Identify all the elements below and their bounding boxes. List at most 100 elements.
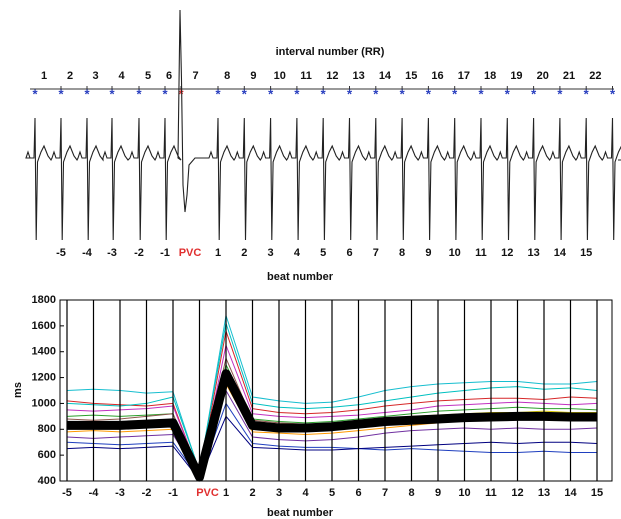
rr-marker: * — [215, 86, 221, 101]
beat-label: -2 — [134, 247, 144, 259]
beat-label: 4 — [294, 247, 301, 259]
x-tick-label: 14 — [564, 487, 577, 499]
y-tick-label: 400 — [38, 475, 56, 487]
x-tick-label: PVC — [196, 487, 219, 499]
interval-label: 14 — [379, 70, 392, 82]
x-tick-label: 9 — [435, 487, 441, 499]
x-tick-label: 7 — [382, 487, 388, 499]
rr-marker: * — [478, 86, 484, 101]
x-tick-label: 6 — [355, 487, 361, 499]
beat-label: 6 — [346, 247, 352, 259]
interval-label: 13 — [353, 70, 365, 82]
x-tick-label: 4 — [302, 487, 309, 499]
rr-marker: * — [426, 86, 432, 101]
x-tick-label: 15 — [591, 487, 603, 499]
x-tick-label: -1 — [168, 487, 178, 499]
interval-label: 12 — [326, 70, 338, 82]
rr-marker: * — [84, 86, 90, 101]
beat-label: 7 — [373, 247, 379, 259]
rr-marker: * — [531, 86, 537, 101]
x-tick-label: -4 — [89, 487, 100, 499]
beat-label: 15 — [580, 247, 592, 259]
y-tick-label: 800 — [38, 423, 56, 435]
beat-label: 9 — [425, 247, 431, 259]
top-axis-title: interval number (RR) — [276, 46, 385, 58]
interval-label: 22 — [589, 70, 601, 82]
rr-marker: * — [505, 86, 511, 101]
x-tick-label: 5 — [329, 487, 335, 499]
beat-label: 11 — [475, 247, 487, 259]
interval-label: 19 — [510, 70, 522, 82]
rr-marker: * — [347, 86, 353, 101]
x-tick-label: 2 — [249, 487, 255, 499]
ecg-trace — [25, 9, 621, 241]
rr-marker: * — [294, 86, 300, 101]
interval-label: 3 — [92, 70, 98, 82]
interval-label: 11 — [300, 70, 312, 82]
interval-label: 6 — [166, 70, 172, 82]
interval-label: 4 — [118, 70, 125, 82]
rr-marker: * — [557, 86, 563, 101]
interval-label: 10 — [274, 70, 286, 82]
rr-marker: * — [32, 86, 38, 101]
rr-marker: * — [610, 86, 616, 101]
interval-label: 2 — [67, 70, 73, 82]
x-tick-label: 8 — [408, 487, 414, 499]
rr-marker: * — [242, 86, 248, 101]
rr-marker: * — [268, 86, 274, 101]
x-tick-label: 3 — [276, 487, 282, 499]
x-axis-title: beat number — [267, 271, 334, 283]
rr-marker: * — [58, 86, 64, 101]
interval-label: 18 — [484, 70, 496, 82]
y-tick-label: 1800 — [32, 294, 56, 306]
beat-label: -1 — [160, 247, 170, 259]
interval-label: 1 — [41, 70, 47, 82]
beat-label: PVC — [179, 247, 202, 259]
beat-label: -3 — [107, 247, 117, 259]
beat-label: -4 — [82, 247, 93, 259]
y-tick-label: 1200 — [32, 371, 56, 383]
y-tick-label: 1400 — [32, 346, 56, 358]
x-tick-label: 1 — [223, 487, 229, 499]
y-tick-label: 1000 — [32, 397, 56, 409]
beat-label: 10 — [449, 247, 461, 259]
interval-label: 21 — [563, 70, 575, 82]
x-tick-label: -2 — [142, 487, 152, 499]
beat-label: 1 — [215, 247, 221, 259]
beat-label: 3 — [268, 247, 274, 259]
x-tick-label: 10 — [458, 487, 470, 499]
rr-marker: * — [109, 86, 115, 101]
beat-label: 5 — [320, 247, 326, 259]
interval-label: 15 — [405, 70, 417, 82]
interval-label: 5 — [145, 70, 151, 82]
plot-frame — [59, 299, 613, 482]
x-tick-label: -5 — [62, 487, 72, 499]
rr-marker: * — [136, 86, 142, 101]
rr-marker: * — [452, 86, 458, 101]
interval-label: 17 — [458, 70, 470, 82]
rr-marker: * — [584, 86, 590, 101]
y-axis-title: ms — [12, 382, 24, 398]
interval-label: 8 — [224, 70, 230, 82]
interval-label: 9 — [250, 70, 256, 82]
x-tick-label: 13 — [538, 487, 550, 499]
interval-label: 20 — [537, 70, 549, 82]
beat-label: 14 — [554, 247, 567, 259]
y-tick-label: 1600 — [32, 320, 56, 332]
x-tick-label: 12 — [511, 487, 523, 499]
interval-label: 7 — [192, 70, 198, 82]
y-tick-label: 600 — [38, 449, 56, 461]
beat-label: -5 — [56, 247, 66, 259]
beat-label: 8 — [399, 247, 405, 259]
beat-label: 2 — [241, 247, 247, 259]
beat-label: 12 — [501, 247, 513, 259]
beat-label: 13 — [527, 247, 539, 259]
x-axis-title: beat number — [267, 507, 334, 519]
rr-marker: * — [321, 86, 327, 101]
rr-marker: * — [400, 86, 406, 101]
rr-marker: * — [162, 86, 168, 101]
rr-marker: * — [373, 86, 379, 101]
x-tick-label: -3 — [115, 487, 125, 499]
x-tick-label: 11 — [485, 487, 497, 499]
